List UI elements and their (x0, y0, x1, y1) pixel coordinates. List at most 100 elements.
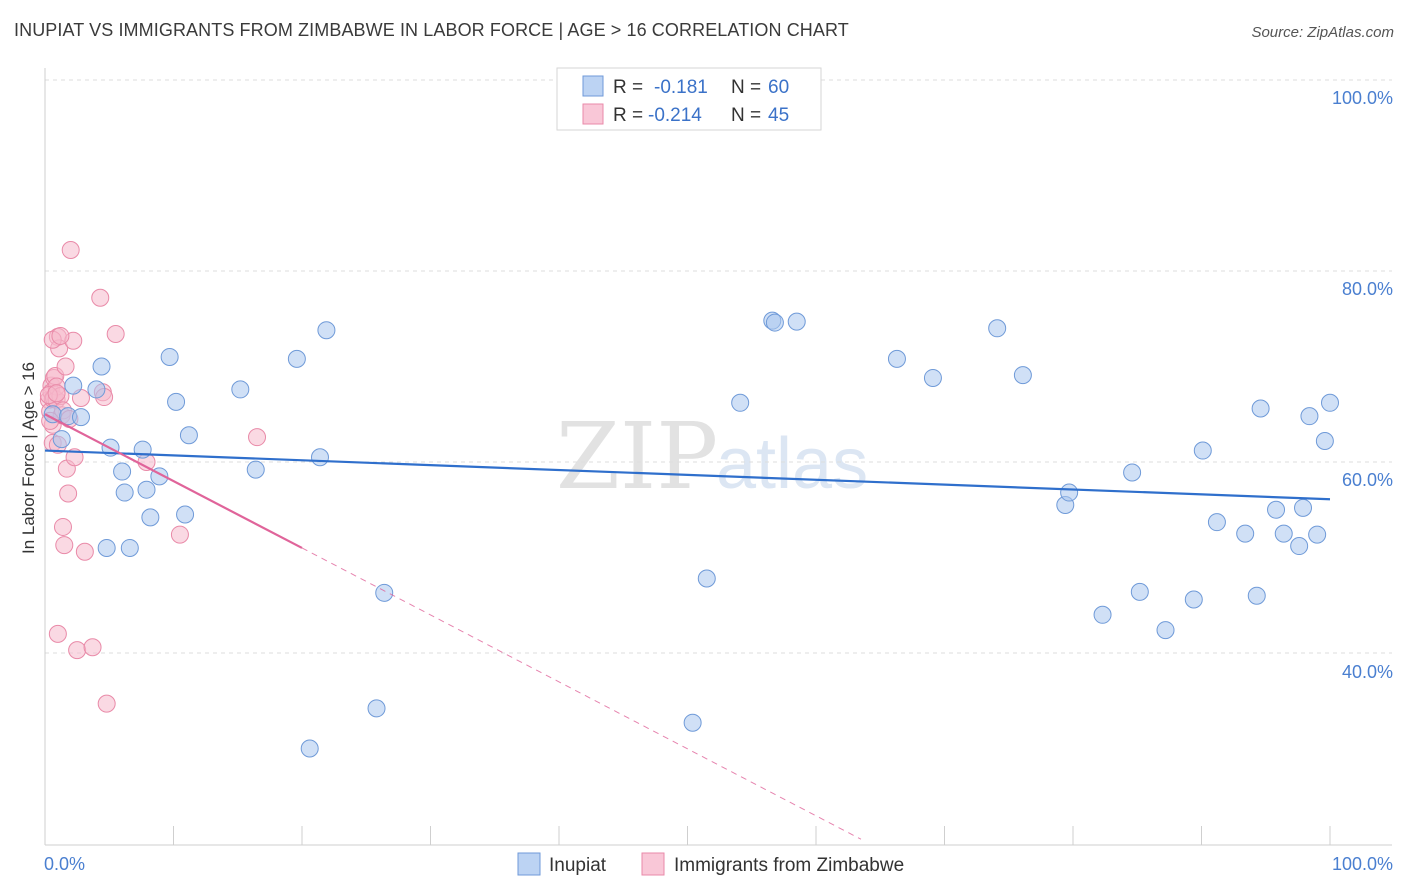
legend-r-label: R = (613, 77, 643, 98)
inupiat-point (1123, 463, 1142, 482)
y-tick-label: 60.0% (1342, 470, 1393, 490)
inupiat-point (1130, 582, 1149, 601)
legend: R = -0.181 N = 60 R = -0.214 N = 45 (556, 67, 822, 131)
inupiat-point (1315, 431, 1334, 450)
inupiat-point (1321, 393, 1339, 412)
zimbabwe-point (106, 325, 125, 344)
inupiat-point (141, 508, 160, 527)
zimbabwe-point (51, 326, 70, 345)
inupiat-point (1247, 586, 1266, 605)
inupiat-point (231, 380, 250, 399)
zimbabwe-point (170, 525, 189, 544)
inupiat-point (1060, 483, 1079, 502)
inupiat-point (120, 538, 139, 557)
inupiat-point (287, 349, 306, 368)
inupiat-point (92, 357, 111, 376)
y-tick-label: 40.0% (1342, 662, 1393, 682)
legend-r-label: R = (613, 105, 643, 126)
inupiat-point (1236, 524, 1255, 543)
inupiat-point (1184, 590, 1203, 609)
legend-r-value: -0.181 (654, 77, 708, 98)
inupiat-points (43, 311, 1339, 758)
inupiat-point (923, 368, 942, 387)
zimbabwe-point (53, 517, 72, 536)
y-axis-title: In Labor Force | Age > 16 (19, 362, 38, 554)
zimbabwe-point (68, 641, 87, 660)
inupiat-point (71, 408, 90, 427)
axes (44, 68, 1392, 846)
zimbabwe-point (248, 428, 267, 447)
inupiat-point (375, 583, 394, 602)
inupiat-point (115, 483, 134, 502)
inupiat-point (179, 426, 198, 445)
trend-lines (44, 413, 1331, 840)
bottom-legend-swatch-zimbabwe (641, 852, 665, 876)
inupiat-point (1267, 500, 1286, 519)
inupiat-point (64, 376, 83, 395)
x-tick-label-min: 0.0% (44, 854, 85, 874)
source-label: Source: ZipAtlas.com (1251, 24, 1394, 41)
inupiat-point (697, 569, 716, 588)
inupiat-point (97, 538, 116, 557)
inupiat-point (1207, 513, 1226, 532)
zimbabwe-point (48, 624, 67, 643)
legend-r-value: -0.214 (648, 105, 702, 126)
inupiat-point (1156, 621, 1175, 640)
inupiat-point (300, 739, 319, 758)
inupiat-point (1093, 605, 1112, 624)
legend-n-value: 45 (768, 105, 789, 126)
inupiat-point (683, 713, 702, 732)
zimbabwe-point (56, 357, 75, 376)
inupiat-point (1013, 366, 1032, 385)
inupiat-point (1274, 524, 1293, 543)
bottom-legend-label: Inupiat (549, 855, 607, 876)
gridlines (45, 79, 1392, 654)
inupiat-point (367, 699, 386, 718)
zimbabwe-trend-line (44, 413, 303, 549)
legend-n-label: N = (731, 105, 761, 126)
zimbabwe-point (55, 536, 74, 555)
watermark-zip: ZIP (556, 403, 718, 510)
inupiat-point (113, 462, 132, 481)
x-tick-label-max: 100.0% (1332, 854, 1393, 874)
inupiat-point (137, 480, 156, 499)
zimbabwe-point (83, 638, 102, 657)
bottom-legend-label: Immigrants from Zimbabwe (674, 855, 904, 876)
inupiat-point (765, 313, 784, 332)
inupiat-point (887, 349, 906, 368)
legend-swatch-zimbabwe (582, 103, 604, 125)
inupiat-point (1193, 441, 1212, 460)
legend-n-value: 60 (768, 77, 789, 98)
watermark-atlas: atlas (716, 424, 868, 504)
legend-swatch-inupiat (582, 75, 604, 97)
inupiat-point (246, 460, 265, 479)
bottom-legend-swatch-inupiat (517, 852, 541, 876)
inupiat-point (317, 321, 336, 340)
inupiat-point (1294, 498, 1313, 517)
inupiat-point (1251, 399, 1270, 418)
zimbabwe-point (59, 484, 78, 503)
zimbabwe-point (47, 384, 66, 403)
inupiat-point (52, 430, 71, 449)
legend-n-label: N = (731, 77, 761, 98)
zimbabwe-point (75, 542, 94, 561)
inupiat-trend-line (44, 449, 1331, 501)
inupiat-point (731, 393, 750, 412)
zimbabwe-point (61, 240, 80, 259)
inupiat-point (787, 312, 806, 331)
inupiat-point (160, 347, 179, 366)
inupiat-point (1300, 407, 1319, 426)
inupiat-point (1308, 525, 1327, 544)
zimbabwe-point (97, 694, 116, 713)
inupiat-point (176, 505, 195, 524)
zimbabwe-point (65, 448, 84, 467)
zimbabwe-point (91, 288, 110, 307)
inupiat-point (87, 380, 106, 399)
inupiat-point (1290, 537, 1309, 556)
inupiat-point (167, 392, 186, 411)
inupiat-point (988, 319, 1007, 338)
bottom-legend: Inupiat Immigrants from Zimbabwe (517, 852, 904, 876)
y-tick-label: 80.0% (1342, 279, 1393, 299)
y-tick-label: 100.0% (1332, 88, 1393, 108)
